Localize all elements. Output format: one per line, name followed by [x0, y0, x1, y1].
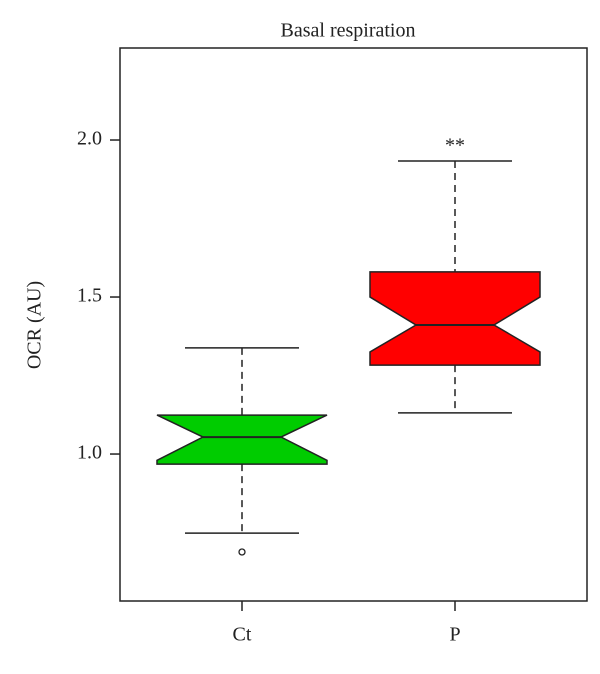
y-tick-label: 1.0	[77, 442, 102, 464]
chart-title: Basal respiration	[281, 20, 416, 42]
x-tick-label: Ct	[233, 624, 252, 646]
y-tick-label: 1.5	[77, 285, 102, 307]
box	[156, 414, 328, 465]
box	[369, 271, 541, 366]
annotation: **	[445, 135, 465, 157]
y-tick-label: 2.0	[77, 128, 102, 150]
plot-frame	[119, 47, 588, 602]
y-axis-label: OCR (AU)	[24, 281, 46, 369]
x-tick-label: P	[449, 624, 460, 646]
outlier	[238, 548, 246, 556]
